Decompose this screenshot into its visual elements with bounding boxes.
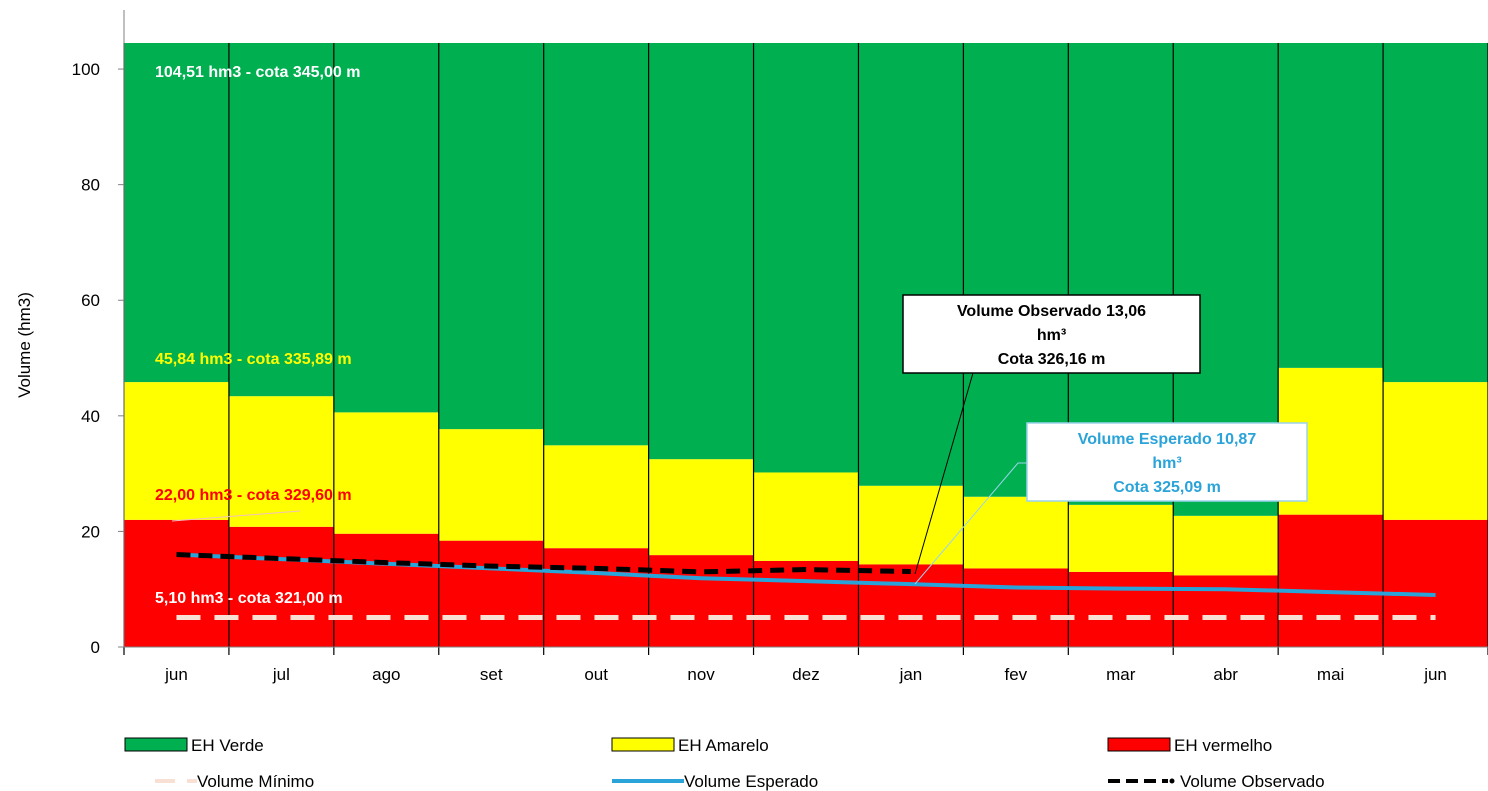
lines-group	[176, 552, 1436, 621]
callout-text-observado-0: Volume Observado 13,06	[957, 303, 1146, 320]
x-tick-label-10: abr	[1213, 665, 1238, 684]
bar-eh-verde-4	[543, 43, 649, 446]
callout-text-esperado-0: Volume Esperado 10,87	[1078, 431, 1257, 448]
x-tick-label-8: fev	[1005, 665, 1028, 684]
bar-eh-amarelo-6	[753, 472, 859, 561]
zone-label-amarelo: 45,84 hm3 - cota 335,89 m	[155, 351, 352, 368]
legend-swatch-eh-amarelo	[611, 737, 675, 752]
bar-eh-vermelho-2	[333, 533, 439, 647]
bar-eh-vermelho-7	[858, 564, 964, 647]
y-tick-label-40: 40	[81, 407, 100, 426]
bar-eh-vermelho-1	[228, 526, 334, 647]
bar-eh-verde-3	[438, 43, 544, 430]
callout-leader-esperado	[914, 462, 1027, 585]
legend-label-eh-verde: EH Verde	[191, 736, 264, 755]
axes-group: 0 20 40 60 80 100 jun jul ago set out nov dez jan fev m…	[72, 10, 1488, 684]
bar-eh-vermelho-10	[1173, 575, 1279, 647]
bar-eh-vermelho-0	[124, 519, 229, 647]
bar-eh-vermelho-9	[1068, 571, 1174, 647]
bar-eh-vermelho-6	[753, 560, 859, 647]
bar-eh-amarelo-2	[333, 412, 439, 534]
x-tick-label-6: dez	[792, 665, 819, 684]
x-tick-label-1: jul	[272, 665, 290, 684]
y-tick-label-80: 80	[81, 176, 100, 195]
y-axis-label: Volume (hm3)	[15, 292, 34, 398]
x-tick-label-5: nov	[687, 665, 715, 684]
bar-eh-amarelo-5	[648, 459, 754, 556]
legend-label-volume-observado: Volume Observado	[1180, 772, 1325, 791]
x-tick-label-3: set	[480, 665, 503, 684]
zone-labels-group: 104,51 hm3 - cota 345,00 m 45,84 hm3 - co…	[155, 64, 360, 607]
bar-eh-amarelo-0	[124, 382, 229, 520]
callout-text-observado-2: Cota 326,16 m	[998, 351, 1106, 368]
bar-eh-verde-6	[753, 43, 859, 473]
callout-leader-observado	[914, 372, 974, 575]
y-tick-label-20: 20	[81, 522, 100, 541]
bar-eh-verde-0	[124, 43, 229, 383]
bar-eh-amarelo-3	[438, 429, 544, 541]
bars-group	[123, 43, 1488, 655]
legend-swatch-eh-verde	[124, 737, 188, 752]
legend-label-eh-vermelho: EH vermelho	[1174, 736, 1272, 755]
bar-eh-vermelho-4	[543, 548, 649, 647]
bar-eh-amarelo-10	[1173, 515, 1279, 576]
zone-label-verde: 104,51 hm3 - cota 345,00 m	[155, 64, 360, 81]
callout-text-esperado-1: hm³	[1152, 455, 1181, 472]
bar-eh-verde-12	[1383, 43, 1488, 383]
legend-label-volume-esperado: Volume Esperado	[684, 772, 818, 791]
legend-label-eh-amarelo: EH Amarelo	[678, 736, 769, 755]
bar-eh-amarelo-8	[963, 496, 1069, 569]
x-tick-label-7: jan	[899, 665, 923, 684]
callout-box-esperado	[1026, 422, 1308, 502]
y-tick-label-0: 0	[91, 638, 100, 657]
bar-eh-verde-7	[858, 43, 964, 486]
y-tick-label-60: 60	[81, 291, 100, 310]
x-tick-label-4: out	[584, 665, 608, 684]
bar-eh-amarelo-7	[858, 485, 964, 565]
bar-eh-verde-1	[228, 43, 334, 397]
bar-eh-vermelho-8	[963, 568, 1069, 647]
callout-text-observado-1: hm³	[1037, 327, 1066, 344]
callout-box-observado	[902, 294, 1201, 374]
legend-swatch-eh-vermelho	[1107, 737, 1171, 752]
bar-eh-amarelo-12	[1383, 382, 1488, 520]
x-tick-label-9: mar	[1106, 665, 1136, 684]
bar-eh-amarelo-1	[228, 396, 334, 527]
x-tick-label-12: jun	[1423, 665, 1447, 684]
zone-label-minimo: 5,10 hm3 - cota 321,00 m	[155, 590, 343, 607]
bar-eh-vermelho-3	[438, 540, 544, 647]
y-tick-label-100: 100	[72, 60, 100, 79]
legend-swatch-dot-volume-observado	[1169, 778, 1175, 784]
series-line-volume-observado	[176, 552, 911, 575]
bar-eh-verde-2	[333, 43, 439, 413]
legend-group: EH Verde EH Amarelo EH vermelho Volume Míni…	[124, 736, 1325, 791]
bar-eh-verde-11	[1278, 43, 1384, 368]
x-tick-label-0: jun	[164, 665, 188, 684]
bar-eh-verde-8	[963, 43, 1069, 497]
callouts-group: Volume Observado 13,06 hm³ Cota 326,16 m Vo…	[902, 294, 1308, 585]
leader-vermelho	[171, 510, 301, 522]
legend-label-volume-minimo: Volume Mínimo	[197, 772, 314, 791]
x-tick-label-11: mai	[1317, 665, 1344, 684]
bar-eh-verde-5	[648, 43, 754, 460]
zone-label-vermelho: 22,00 hm3 - cota 329,60 m	[155, 487, 352, 504]
bar-eh-amarelo-9	[1068, 504, 1174, 572]
bar-eh-vermelho-11	[1278, 514, 1384, 647]
bar-eh-vermelho-12	[1383, 519, 1488, 647]
callout-text-esperado-2: Cota 325,09 m	[1113, 479, 1221, 496]
bar-eh-amarelo-4	[543, 445, 649, 549]
x-tick-label-2: ago	[372, 665, 400, 684]
